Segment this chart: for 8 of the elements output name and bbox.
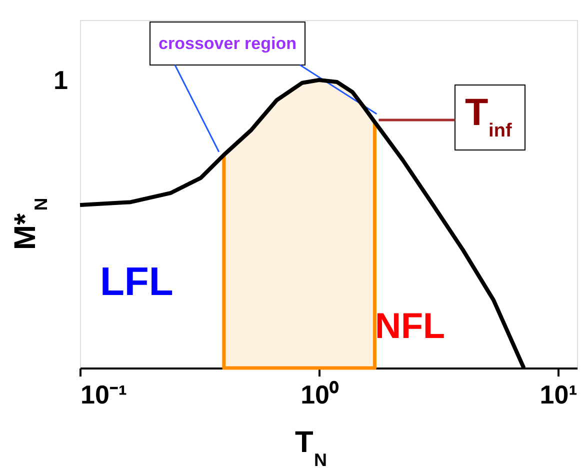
annotation: LFL <box>100 260 174 304</box>
y-axis-title: M*N <box>9 198 51 250</box>
x-tick-label: 10¹ <box>540 380 578 410</box>
text: 1 <box>54 65 68 95</box>
annotation: NFL <box>375 305 445 346</box>
x-tick-label: 10⁰ <box>300 380 340 410</box>
band-label: crossover region <box>158 34 296 53</box>
x-tick-label: 10⁻¹ <box>80 380 128 410</box>
